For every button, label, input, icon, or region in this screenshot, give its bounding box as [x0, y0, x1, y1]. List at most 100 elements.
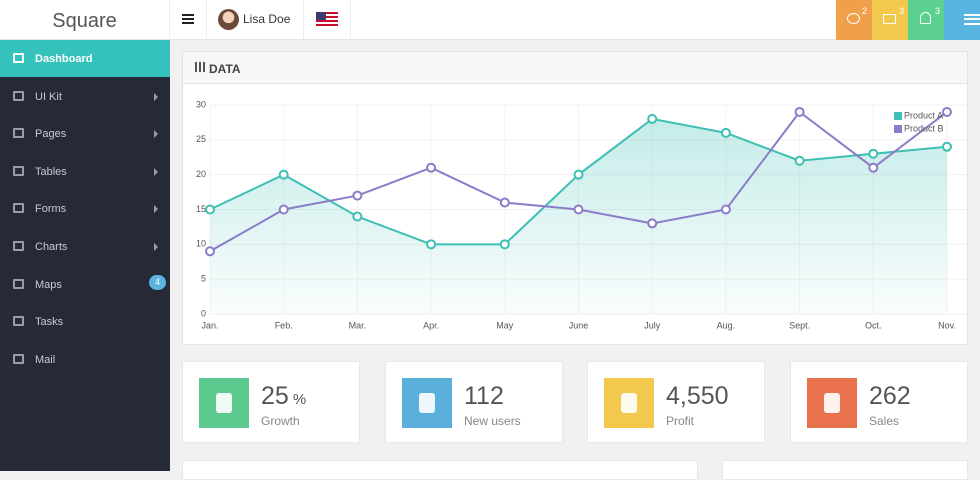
x-tick-label: Oct. [865, 320, 882, 330]
notifications-button[interactable]: 3 [908, 0, 944, 40]
point [942, 106, 952, 117]
legend-swatch [894, 112, 902, 120]
icon [13, 278, 24, 289]
point [573, 169, 584, 180]
sidebar-label: Tasks [35, 316, 64, 329]
x-tick-label: June [569, 320, 589, 330]
x-tick-label: Sept. [789, 320, 810, 330]
stat-label: Sales [869, 414, 900, 428]
stat-card: 4,550 Profit [587, 361, 765, 443]
sidebar-label: Charts [35, 241, 68, 253]
sidebar-label: Mail [35, 353, 56, 366]
icon-glyph [824, 393, 840, 413]
x-tick-label: Feb. [275, 320, 293, 330]
grid-icon [195, 62, 205, 72]
icon [13, 165, 24, 176]
icon-glyph [419, 393, 435, 413]
mail-button[interactable]: 3 [872, 0, 908, 40]
icon [13, 203, 24, 214]
sidebar-item[interactable]: Tasks [0, 303, 170, 340]
icon [13, 53, 24, 63]
point [278, 204, 289, 215]
messages-button[interactable]: 2 [836, 0, 872, 40]
stat-card: 25% Growth [182, 361, 360, 443]
sidebar-item[interactable]: Charts [0, 228, 170, 265]
point [426, 162, 437, 173]
top-bar [0, 0, 980, 40]
point [205, 246, 215, 257]
separator [206, 0, 207, 40]
user-name[interactable]: Lisa Doe [243, 12, 291, 26]
point [647, 113, 658, 124]
point [573, 204, 584, 215]
chevron [154, 92, 158, 101]
sidebar-item[interactable]: Forms [0, 190, 170, 227]
sidebar-label: Tables [35, 165, 67, 178]
icon [13, 241, 24, 251]
point [352, 211, 363, 222]
sidebar-item[interactable]: Mail [0, 341, 170, 378]
stat-icon [604, 378, 654, 428]
chevron [154, 205, 158, 214]
y-tick-label: 5 [201, 274, 206, 284]
legend-swatch [894, 125, 902, 133]
legend-label: Product B [904, 123, 944, 133]
separator [303, 0, 304, 40]
y-tick-label: 15 [196, 204, 206, 214]
sidebar-item[interactable]: Dashboard [0, 40, 170, 77]
sidebar-label: UI Kit [35, 90, 62, 103]
sidebar [0, 40, 170, 471]
point [720, 204, 731, 215]
stat-label: New users [464, 414, 521, 428]
sidebar-label: Pages [35, 128, 67, 141]
stat-value: 4,550 [666, 382, 729, 411]
point [794, 106, 805, 117]
point [647, 218, 658, 229]
x-tick-label: May [496, 320, 514, 330]
stat-icon [807, 378, 857, 428]
icon-glyph [621, 393, 637, 413]
legend-label: Product A [904, 110, 943, 120]
point [868, 148, 879, 159]
flag[interactable] [316, 12, 338, 27]
point [499, 239, 510, 250]
stat-card: 262 Sales [790, 361, 968, 443]
badge: 2 [862, 6, 868, 16]
x-tick-label: July [644, 320, 661, 330]
panel-header: DATA [182, 51, 968, 84]
stat-label: Growth [261, 414, 300, 428]
area [210, 118, 947, 314]
x-tick-label: Jan. [201, 320, 218, 330]
stat-number: 262 [869, 382, 911, 410]
y-tick-label: 0 [201, 308, 206, 318]
point [352, 190, 363, 201]
chevron [154, 167, 158, 176]
point [794, 155, 805, 166]
point [720, 127, 731, 138]
badge: 3 [935, 6, 941, 16]
badge: 3 [899, 6, 905, 16]
menu-toggle[interactable] [182, 14, 194, 24]
settings-button[interactable] [944, 0, 980, 40]
sidebar-item[interactable]: Pages [0, 115, 170, 152]
point [942, 141, 952, 152]
x-tick-label: Nov. [938, 320, 956, 330]
stat-value: 262 [869, 382, 911, 411]
sidebar-label: Dashboard [35, 53, 93, 65]
sidebar-item[interactable]: UI Kit [0, 78, 170, 115]
y-tick-label: 10 [196, 239, 206, 249]
chevron [154, 243, 158, 251]
logo[interactable]: Square [0, 0, 170, 40]
y-tick-label: 25 [196, 134, 206, 144]
avatar[interactable] [218, 9, 239, 30]
point [426, 239, 437, 250]
stat-unit: % [292, 391, 307, 408]
icon [13, 316, 24, 327]
stat-number: 4,550 [666, 382, 729, 410]
stat-card: 112 New users [385, 361, 563, 443]
y-tick-label: 30 [196, 99, 206, 109]
sidebar-item[interactable]: Tables [0, 153, 170, 190]
stat-label: Profit [666, 414, 695, 428]
stat-icon [402, 378, 452, 428]
